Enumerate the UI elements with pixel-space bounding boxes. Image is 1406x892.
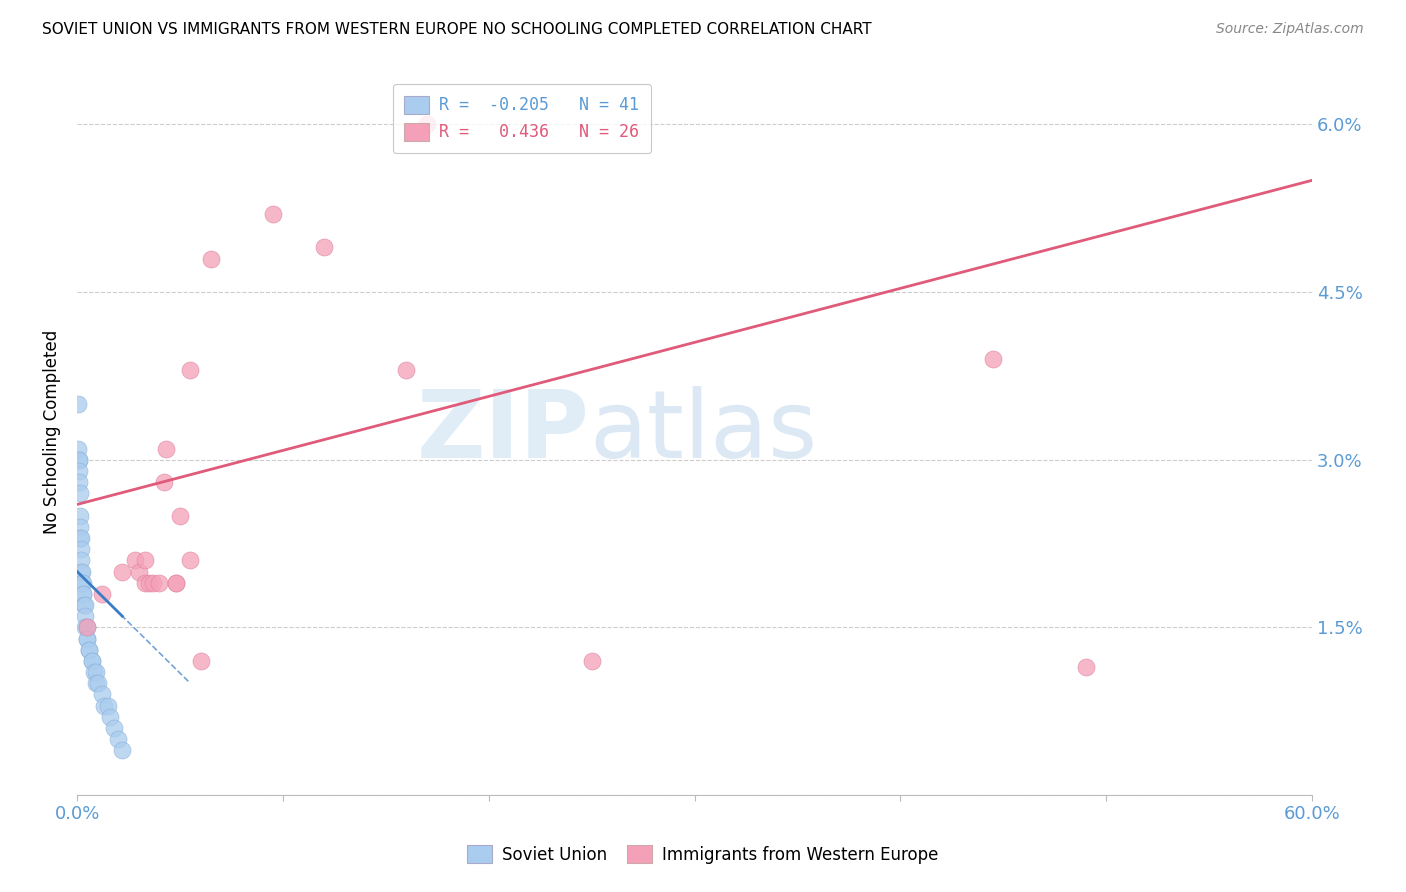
Point xyxy=(69,508,91,523)
Point xyxy=(1074,659,1097,673)
Point xyxy=(200,252,222,266)
Point xyxy=(69,486,91,500)
Point xyxy=(76,632,98,646)
Point xyxy=(70,565,93,579)
Point xyxy=(84,665,107,679)
Point xyxy=(75,620,97,634)
Point xyxy=(103,721,125,735)
Point xyxy=(107,732,129,747)
Point xyxy=(73,598,96,612)
Point xyxy=(67,452,90,467)
Point xyxy=(138,575,160,590)
Point xyxy=(581,654,603,668)
Point xyxy=(70,531,93,545)
Point xyxy=(67,452,90,467)
Point xyxy=(190,654,212,668)
Point xyxy=(70,565,93,579)
Point xyxy=(179,363,201,377)
Point xyxy=(76,632,98,646)
Text: Source: ZipAtlas.com: Source: ZipAtlas.com xyxy=(1216,22,1364,37)
Point xyxy=(76,620,98,634)
Point xyxy=(981,352,1004,367)
Point xyxy=(70,553,93,567)
Text: SOVIET UNION VS IMMIGRANTS FROM WESTERN EUROPE NO SCHOOLING COMPLETED CORRELATIO: SOVIET UNION VS IMMIGRANTS FROM WESTERN … xyxy=(42,22,872,37)
Point xyxy=(111,565,134,579)
Y-axis label: No Schooling Completed: No Schooling Completed xyxy=(44,330,60,534)
Point xyxy=(152,475,174,489)
Point xyxy=(134,553,156,567)
Point xyxy=(155,442,177,456)
Point xyxy=(179,553,201,567)
Point xyxy=(165,575,187,590)
Point xyxy=(165,575,187,590)
Point xyxy=(70,542,93,557)
Point xyxy=(72,587,94,601)
Point xyxy=(90,587,112,601)
Legend: Soviet Union, Immigrants from Western Europe: Soviet Union, Immigrants from Western Eu… xyxy=(461,838,945,871)
Point xyxy=(70,575,93,590)
Point xyxy=(90,688,112,702)
Text: atlas: atlas xyxy=(589,386,818,478)
Point xyxy=(83,665,105,679)
Point xyxy=(395,363,418,377)
Point xyxy=(67,442,90,456)
Point xyxy=(72,587,94,601)
Legend: R =  -0.205   N = 41, R =   0.436   N = 26: R = -0.205 N = 41, R = 0.436 N = 26 xyxy=(392,84,651,153)
Point xyxy=(75,609,97,624)
Point xyxy=(86,676,108,690)
Point xyxy=(67,464,90,478)
Point xyxy=(148,575,170,590)
Point xyxy=(69,531,91,545)
Point xyxy=(80,654,103,668)
Text: ZIP: ZIP xyxy=(416,386,589,478)
Point xyxy=(142,575,165,590)
Point xyxy=(69,520,91,534)
Point xyxy=(314,240,336,254)
Point xyxy=(97,698,120,713)
Point xyxy=(79,642,101,657)
Point xyxy=(67,475,90,489)
Point xyxy=(84,676,107,690)
Point xyxy=(262,207,284,221)
Point xyxy=(134,575,156,590)
Point xyxy=(67,397,90,411)
Point xyxy=(128,565,150,579)
Point xyxy=(111,743,134,757)
Point xyxy=(72,575,94,590)
Point xyxy=(75,598,97,612)
Point xyxy=(124,553,146,567)
Point xyxy=(169,508,191,523)
Point xyxy=(416,117,439,131)
Point xyxy=(76,620,98,634)
Point xyxy=(79,642,101,657)
Point xyxy=(80,654,103,668)
Point xyxy=(98,710,121,724)
Point xyxy=(93,698,115,713)
